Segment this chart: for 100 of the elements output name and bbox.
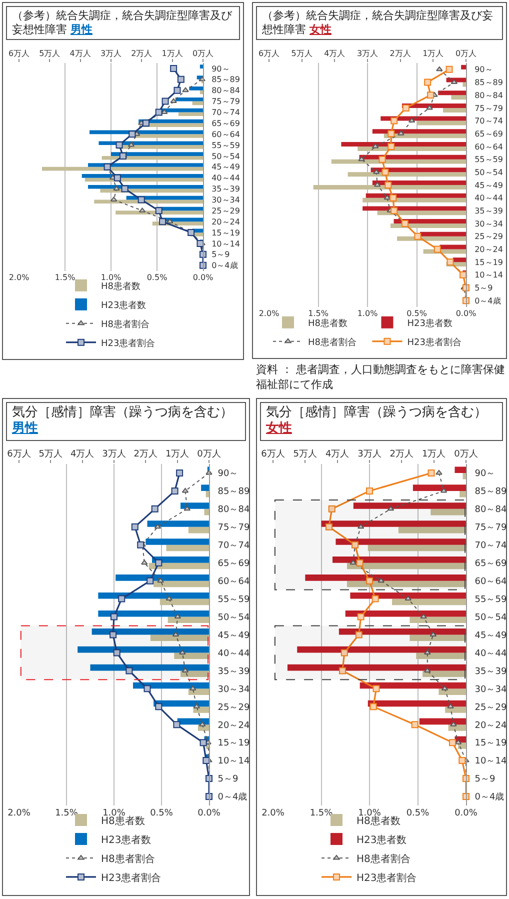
- y-tick-label: 45～49: [474, 630, 507, 640]
- y-tick-label: 30～34: [218, 684, 250, 694]
- point: [338, 666, 346, 674]
- y-tick-label: 10～14: [218, 756, 250, 766]
- y-tick-label: 0～4歳: [474, 296, 501, 305]
- point: [151, 504, 158, 512]
- y-tick-label: 40～44: [474, 648, 507, 658]
- y-tick-label: 70～74: [474, 116, 503, 126]
- point: [200, 738, 207, 746]
- legend-label: H23患者数: [407, 317, 452, 328]
- point: [378, 155, 386, 162]
- y-tick-label: 70～74: [212, 108, 240, 117]
- x2-tick-label: 1万人: [162, 48, 183, 58]
- point: [420, 613, 427, 618]
- point: [447, 703, 454, 708]
- y-tick-label: 50～54: [218, 612, 250, 622]
- y-tick-label: 80～84: [218, 504, 250, 515]
- y-tick-label: 25～29: [474, 232, 503, 241]
- point: [390, 194, 397, 201]
- x-tick-label: 0.5%: [406, 308, 428, 318]
- y-tick-label: 0～4歳: [212, 260, 238, 270]
- y-tick-label: 65～69: [474, 558, 507, 568]
- y-tick-label: 20～24: [212, 216, 240, 226]
- x-tick-label: 0.0%: [198, 808, 221, 818]
- y-tick-label: 75～79: [218, 522, 250, 533]
- point: [141, 559, 148, 564]
- point: [179, 649, 186, 654]
- point: [202, 756, 210, 764]
- y-tick-label: 5～9: [212, 250, 230, 259]
- y-tick-label: 15～19: [212, 228, 240, 237]
- point: [184, 505, 191, 510]
- y-tick-label: 55～59: [218, 594, 250, 604]
- point: [157, 577, 164, 582]
- x2-tick-label: 6万人: [258, 48, 280, 58]
- point: [426, 104, 433, 110]
- point: [446, 65, 453, 72]
- point: [155, 108, 162, 116]
- y-tick-label: 60～64: [212, 129, 240, 138]
- y-tick-label: 75～79: [474, 522, 507, 533]
- x2-tick-label: 2万人: [131, 48, 152, 58]
- chart-subtitle: 女性: [310, 22, 332, 36]
- y-tick-label: 30～34: [474, 218, 503, 228]
- x-tick-label: 2.0%: [8, 808, 31, 818]
- y-tick-label: 10～14: [474, 756, 507, 766]
- point: [404, 595, 412, 600]
- point: [424, 667, 431, 672]
- legend-label: H23患者数: [101, 833, 152, 846]
- y-tick-label: 90～: [474, 468, 496, 479]
- point: [110, 612, 118, 620]
- point: [356, 558, 364, 566]
- y-tick-label: 45～49: [218, 630, 250, 640]
- point: [162, 97, 169, 104]
- y-tick-label: 90～: [474, 64, 493, 74]
- point: [146, 576, 154, 584]
- y-tick-label: 10～14: [212, 238, 240, 248]
- point: [325, 522, 332, 530]
- y-tick-label: 80～84: [212, 86, 240, 95]
- y-tick-label: 80～84: [474, 90, 503, 100]
- y-tick-label: 25～29: [474, 702, 507, 712]
- point: [174, 613, 182, 618]
- chart-subtitle: 男性: [70, 22, 92, 36]
- x2-tick-label: 4万人: [324, 48, 346, 58]
- y-tick-label: 70～74: [474, 540, 507, 551]
- point: [428, 468, 435, 476]
- point: [440, 487, 448, 492]
- point: [384, 194, 391, 200]
- y-tick-label: 15～19: [218, 738, 250, 748]
- point: [177, 75, 184, 82]
- point: [173, 720, 180, 728]
- x-tick-label: 1.0%: [357, 308, 378, 318]
- y-tick-label: 50～54: [212, 151, 240, 160]
- point: [358, 156, 365, 161]
- x2-tick-label: 3万人: [356, 48, 378, 58]
- point: [155, 206, 162, 214]
- point: [436, 469, 442, 474]
- x-tick-label: 2.0%: [258, 308, 280, 318]
- point: [113, 185, 120, 190]
- x2-tick-label: 5万人: [39, 48, 60, 58]
- x2-tick-label: 6万人: [7, 448, 31, 459]
- y-tick-label: 90～: [218, 468, 238, 479]
- legend-label: H23患者割合: [101, 337, 156, 348]
- point: [176, 468, 184, 476]
- point: [378, 577, 384, 582]
- point: [174, 86, 181, 94]
- y-tick-label: 35～39: [474, 206, 503, 215]
- point: [424, 649, 431, 654]
- y-tick-label: 40～44: [474, 193, 503, 202]
- x2-tick-label: 6万人: [8, 48, 30, 58]
- point: [388, 130, 395, 137]
- point: [357, 523, 364, 528]
- point: [350, 559, 356, 564]
- point: [126, 666, 133, 674]
- legend-label: H8患者割合: [101, 318, 150, 330]
- y-tick-label: 85～89: [474, 78, 503, 87]
- point: [388, 142, 395, 150]
- point: [448, 738, 456, 746]
- chart-title: 気分［感情］障害（躁うつ病を含む）: [266, 405, 487, 420]
- point: [357, 612, 364, 620]
- legend-label: H23患者数: [356, 833, 407, 846]
- point: [328, 504, 336, 512]
